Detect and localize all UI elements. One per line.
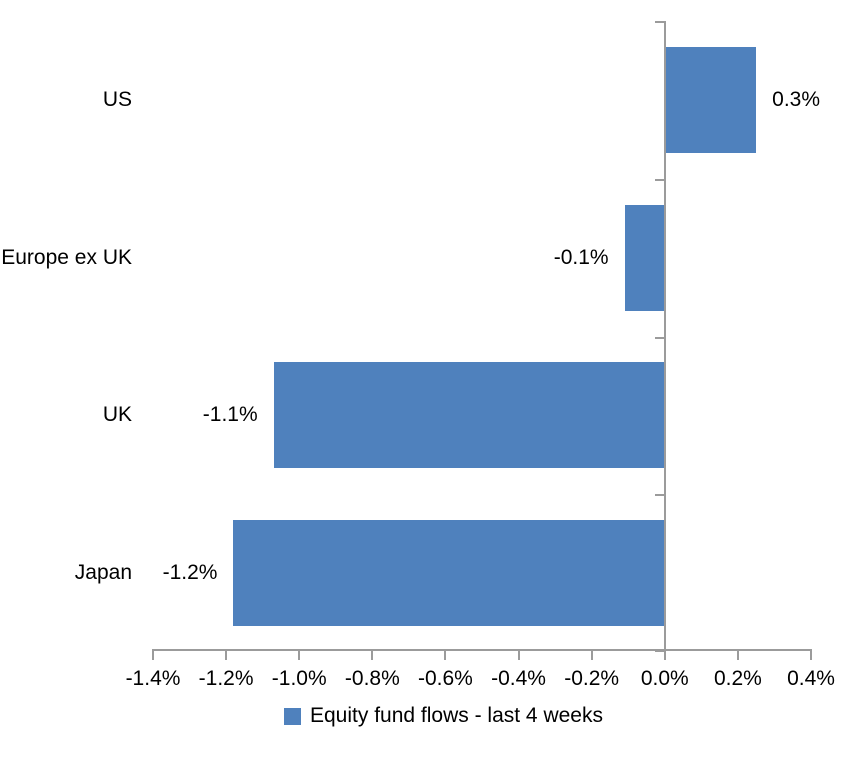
x-tick-label: -1.2% bbox=[198, 667, 254, 690]
legend-label: Equity fund flows - last 4 weeks bbox=[310, 704, 603, 727]
x-tick-label: -1.4% bbox=[125, 667, 181, 690]
x-tick-label: -0.4% bbox=[491, 667, 546, 690]
value-axis-tick bbox=[225, 651, 228, 660]
x-tick-label: -0.6% bbox=[418, 667, 473, 690]
x-tick-label: -0.2% bbox=[564, 667, 620, 690]
x-tick-label: 0.4% bbox=[787, 667, 835, 690]
category-axis-tick bbox=[654, 336, 664, 339]
value-axis-tick bbox=[736, 651, 739, 660]
bar-uk bbox=[273, 362, 665, 469]
value-axis-tick bbox=[810, 651, 812, 660]
category-axis-tick bbox=[654, 650, 664, 652]
category-label: UK bbox=[102, 403, 132, 427]
value-axis-tick bbox=[444, 651, 447, 660]
category-axis-tick bbox=[654, 21, 664, 23]
value-axis-tick bbox=[517, 651, 520, 660]
value-axis-tick bbox=[371, 651, 374, 660]
x-tick-label: -1.0% bbox=[271, 667, 327, 690]
value-axis-line bbox=[152, 649, 812, 651]
category-axis-tick bbox=[654, 178, 664, 181]
category-label: Japan bbox=[74, 561, 132, 585]
bar-europe-ex-uk bbox=[624, 204, 665, 311]
value-label: -1.2% bbox=[162, 561, 218, 585]
category-axis-tick bbox=[654, 494, 664, 497]
value-label: 0.3% bbox=[772, 87, 821, 111]
x-tick-label: 0.2% bbox=[713, 667, 762, 690]
legend: Equity fund flows - last 4 weeks bbox=[284, 704, 603, 728]
bar-japan bbox=[233, 520, 665, 627]
category-label: US bbox=[102, 87, 132, 111]
category-axis-line bbox=[663, 21, 666, 652]
value-axis-tick bbox=[298, 651, 301, 660]
value-label: -0.1% bbox=[553, 245, 609, 269]
value-label: -1.1% bbox=[202, 403, 258, 427]
x-tick-label: -0.8% bbox=[344, 667, 400, 690]
value-axis-tick bbox=[663, 651, 666, 660]
legend-swatch-icon bbox=[284, 707, 301, 725]
value-axis-tick bbox=[152, 651, 154, 660]
x-tick-label: 0.0% bbox=[640, 667, 689, 690]
bar-us bbox=[664, 46, 757, 153]
category-label: Europe ex UK bbox=[1, 245, 132, 269]
value-axis-tick bbox=[590, 651, 593, 660]
